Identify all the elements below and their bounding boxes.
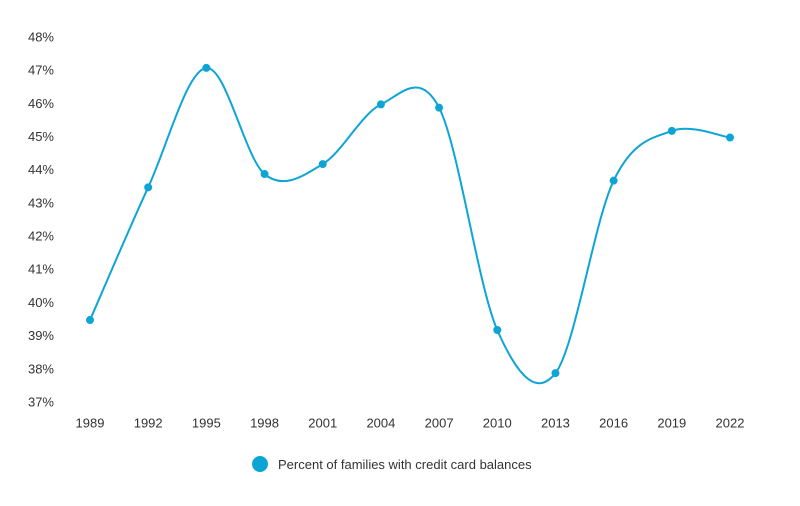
y-tick-label: 43%	[28, 195, 54, 210]
x-tick-label: 2022	[716, 415, 745, 430]
x-axis-ticks: 1989 1992 1995 1998 2001 2004 2007 2010 2013 2016…	[76, 415, 745, 430]
line-chart: 37% 38% 39% 40% 41% 42% 43% 44% 45% 46% 47% 48% 198…	[28, 29, 745, 430]
y-tick-label: 42%	[28, 229, 54, 244]
x-tick-label: 2010	[483, 415, 512, 430]
y-axis-ticks: 37% 38% 39% 40% 41% 42% 43% 44% 45% 46% 47% 48%	[28, 29, 54, 409]
data-point	[202, 63, 211, 72]
y-tick-label: 40%	[28, 295, 54, 310]
data-point	[86, 316, 94, 325]
x-tick-label: 1998	[250, 415, 279, 430]
x-tick-label: 2001	[308, 415, 337, 430]
y-tick-label: 44%	[28, 162, 54, 177]
data-point	[551, 369, 560, 378]
data-point	[260, 170, 269, 179]
y-tick-label: 41%	[28, 262, 54, 277]
data-point	[493, 326, 502, 334]
y-tick-label: 48%	[28, 29, 54, 44]
y-tick-label: 45%	[28, 129, 54, 144]
x-tick-label: 2007	[425, 415, 454, 430]
data-points	[86, 63, 734, 378]
y-tick-label: 39%	[28, 328, 54, 343]
x-tick-label: 1995	[192, 415, 221, 430]
legend-label: Percent of families with credit card bal…	[278, 456, 532, 472]
y-tick-label: 46%	[28, 96, 54, 111]
data-point	[667, 126, 676, 135]
y-tick-label: 38%	[28, 361, 54, 376]
data-point	[435, 103, 444, 112]
data-point	[318, 160, 327, 169]
x-tick-label: 2013	[541, 415, 570, 430]
x-tick-label: 1992	[134, 415, 163, 430]
data-point	[726, 133, 734, 142]
legend: Percent of families with credit card bal…	[252, 454, 532, 474]
data-point	[376, 100, 385, 109]
data-point	[609, 176, 618, 185]
legend-marker-icon	[252, 456, 268, 472]
x-tick-label: 2016	[599, 415, 628, 430]
y-tick-label: 47%	[28, 63, 54, 78]
x-tick-label: 1989	[76, 415, 105, 430]
data-point	[144, 183, 153, 192]
x-tick-label: 2019	[657, 415, 686, 430]
x-tick-label: 2004	[366, 415, 395, 430]
series-line	[89, 66, 731, 385]
y-tick-label: 37%	[28, 394, 54, 409]
